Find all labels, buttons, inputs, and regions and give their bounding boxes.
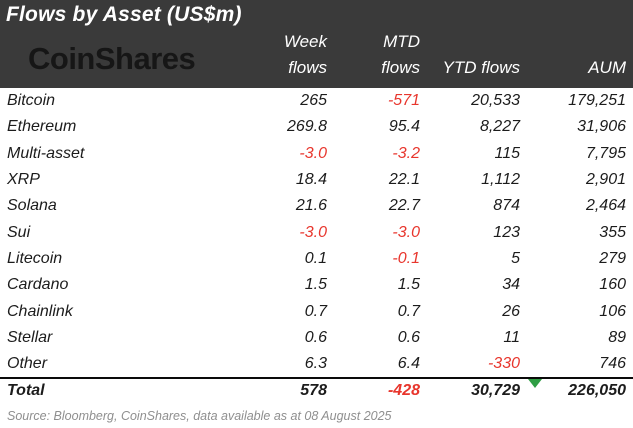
week-value: 0.7 <box>304 302 327 320</box>
ytd-value: 874 <box>493 197 520 215</box>
asset-name: Other <box>7 355 48 373</box>
aum-value: 2,464 <box>585 197 626 215</box>
asset-name: Sui <box>7 223 31 241</box>
week-value: 269.8 <box>286 118 327 136</box>
aum-value: 279 <box>599 249 626 267</box>
column-header-mtd-flows: MTD flows <box>381 29 420 81</box>
mtd-value: 6.4 <box>397 355 420 373</box>
column-header-week-line1: Week <box>283 32 327 51</box>
table-header: Flows by Asset (US$m) CoinShares Week fl… <box>0 0 633 88</box>
total-ytd-flows: 30,729 <box>471 382 520 400</box>
week-value: 0.1 <box>304 249 327 267</box>
week-value: 18.4 <box>295 171 327 189</box>
ytd-value: 5 <box>511 249 520 267</box>
column-header-week-line2: flows <box>288 58 327 77</box>
column-header-week-flows: Week flows <box>284 29 327 81</box>
asset-name: Ethereum <box>7 118 77 136</box>
mtd-value: -3.2 <box>392 144 420 162</box>
week-value: 6.3 <box>304 355 327 373</box>
asset-name: XRP <box>7 171 40 189</box>
table-row: Solana 21.6 22.7 874 2,464 <box>0 193 633 219</box>
aum-value: 160 <box>599 276 626 294</box>
ytd-value: 26 <box>502 302 520 320</box>
total-mtd-flows: -428 <box>387 382 420 400</box>
mtd-value: 95.4 <box>388 118 420 136</box>
asset-name: Bitcoin <box>7 92 56 110</box>
asset-name: Litecoin <box>7 249 63 267</box>
green-triangle-marker-icon <box>528 379 542 388</box>
table-row: Ethereum 269.8 95.4 8,227 31,906 <box>0 114 633 140</box>
table-row: Other 6.3 6.4 -330 746 <box>0 351 633 377</box>
mtd-value: -0.1 <box>392 249 420 267</box>
column-header-mtd-line1: MTD <box>383 32 420 51</box>
mtd-value: 22.1 <box>388 171 420 189</box>
aum-value: 2,901 <box>585 171 626 189</box>
column-header-ytd-flows: YTD flows <box>442 58 520 77</box>
table-row: Cardano 1.5 1.5 34 160 <box>0 272 633 298</box>
page-title: Flows by Asset (US$m) <box>6 3 242 26</box>
table-body: Bitcoin 265 -571 20,533 179,251 Ethereum 269.8… <box>0 88 633 377</box>
aum-value: 31,906 <box>577 118 626 136</box>
ytd-value: 34 <box>502 276 520 294</box>
ytd-value: -330 <box>487 355 520 373</box>
total-label: Total <box>7 382 45 400</box>
table-row: Sui -3.0 -3.0 123 355 <box>0 219 633 245</box>
mtd-value: 1.5 <box>397 276 420 294</box>
aum-value: 7,795 <box>585 144 626 162</box>
ytd-value: 123 <box>493 223 520 241</box>
week-value: -3.0 <box>299 144 327 162</box>
coinshares-logo: CoinShares <box>28 41 196 76</box>
table-row: XRP 18.4 22.1 1,112 2,901 <box>0 167 633 193</box>
column-header-mtd-line2: flows <box>381 58 420 77</box>
asset-name: Stellar <box>7 328 53 346</box>
mtd-value: 0.6 <box>397 328 420 346</box>
table-row: Chainlink 0.7 0.7 26 106 <box>0 298 633 324</box>
ytd-value: 11 <box>503 328 520 346</box>
mtd-value: 22.7 <box>388 197 420 215</box>
aum-value: 179,251 <box>568 92 626 110</box>
week-value: 1.5 <box>304 276 327 294</box>
ytd-value: 115 <box>494 144 520 162</box>
aum-value: 89 <box>608 328 626 346</box>
asset-name: Chainlink <box>7 302 73 320</box>
table-row: Litecoin 0.1 -0.1 5 279 <box>0 246 633 272</box>
week-value: -3.0 <box>299 223 327 241</box>
total-week-flows: 578 <box>300 382 327 400</box>
asset-name: Cardano <box>7 276 69 294</box>
week-value: 21.6 <box>295 197 327 215</box>
asset-name: Solana <box>7 197 57 215</box>
source-note: Source: Bloomberg, CoinShares, data avai… <box>7 409 392 424</box>
ytd-value: 8,227 <box>479 118 520 136</box>
aum-value: 106 <box>599 302 626 320</box>
total-row: Total 578 -428 30,729 226,050 <box>0 377 633 403</box>
mtd-value: 0.7 <box>397 302 420 320</box>
ytd-value: 1,112 <box>481 171 520 189</box>
aum-value: 746 <box>599 355 626 373</box>
mtd-value: -3.0 <box>392 223 420 241</box>
table-row: Stellar 0.6 0.6 11 89 <box>0 325 633 351</box>
table-row: Bitcoin 265 -571 20,533 179,251 <box>0 88 633 114</box>
mtd-value: -571 <box>387 92 420 110</box>
week-value: 265 <box>300 92 327 110</box>
asset-name: Multi-asset <box>7 144 85 162</box>
week-value: 0.6 <box>304 328 327 346</box>
ytd-value: 20,533 <box>471 92 520 110</box>
column-header-aum: AUM <box>588 58 626 77</box>
aum-value: 355 <box>599 223 626 241</box>
total-aum: 226,050 <box>568 382 626 400</box>
table-row: Multi-asset -3.0 -3.2 115 7,795 <box>0 141 633 167</box>
